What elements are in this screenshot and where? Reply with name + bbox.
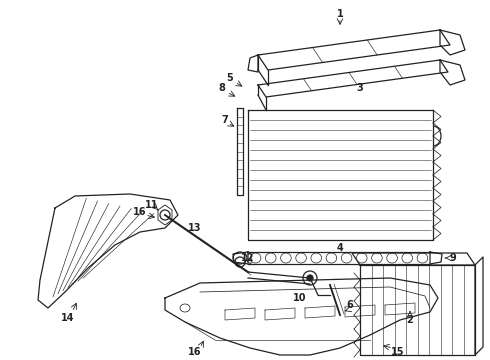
Text: 15: 15 bbox=[391, 347, 405, 357]
Text: 7: 7 bbox=[221, 115, 228, 125]
Text: 9: 9 bbox=[450, 253, 456, 263]
Text: 13: 13 bbox=[188, 223, 202, 233]
Text: 5: 5 bbox=[227, 73, 233, 83]
Text: 6: 6 bbox=[346, 300, 353, 310]
Text: 8: 8 bbox=[219, 83, 225, 93]
Text: 2: 2 bbox=[407, 315, 414, 325]
Circle shape bbox=[307, 275, 313, 281]
Text: 12: 12 bbox=[241, 253, 255, 263]
Text: 16: 16 bbox=[188, 347, 202, 357]
Text: 16: 16 bbox=[133, 207, 147, 217]
Text: 3: 3 bbox=[357, 83, 364, 93]
Text: 10: 10 bbox=[293, 293, 307, 303]
Text: 14: 14 bbox=[61, 313, 75, 323]
Text: 1: 1 bbox=[337, 9, 343, 19]
Text: 4: 4 bbox=[337, 243, 343, 253]
Text: 11: 11 bbox=[145, 200, 159, 210]
